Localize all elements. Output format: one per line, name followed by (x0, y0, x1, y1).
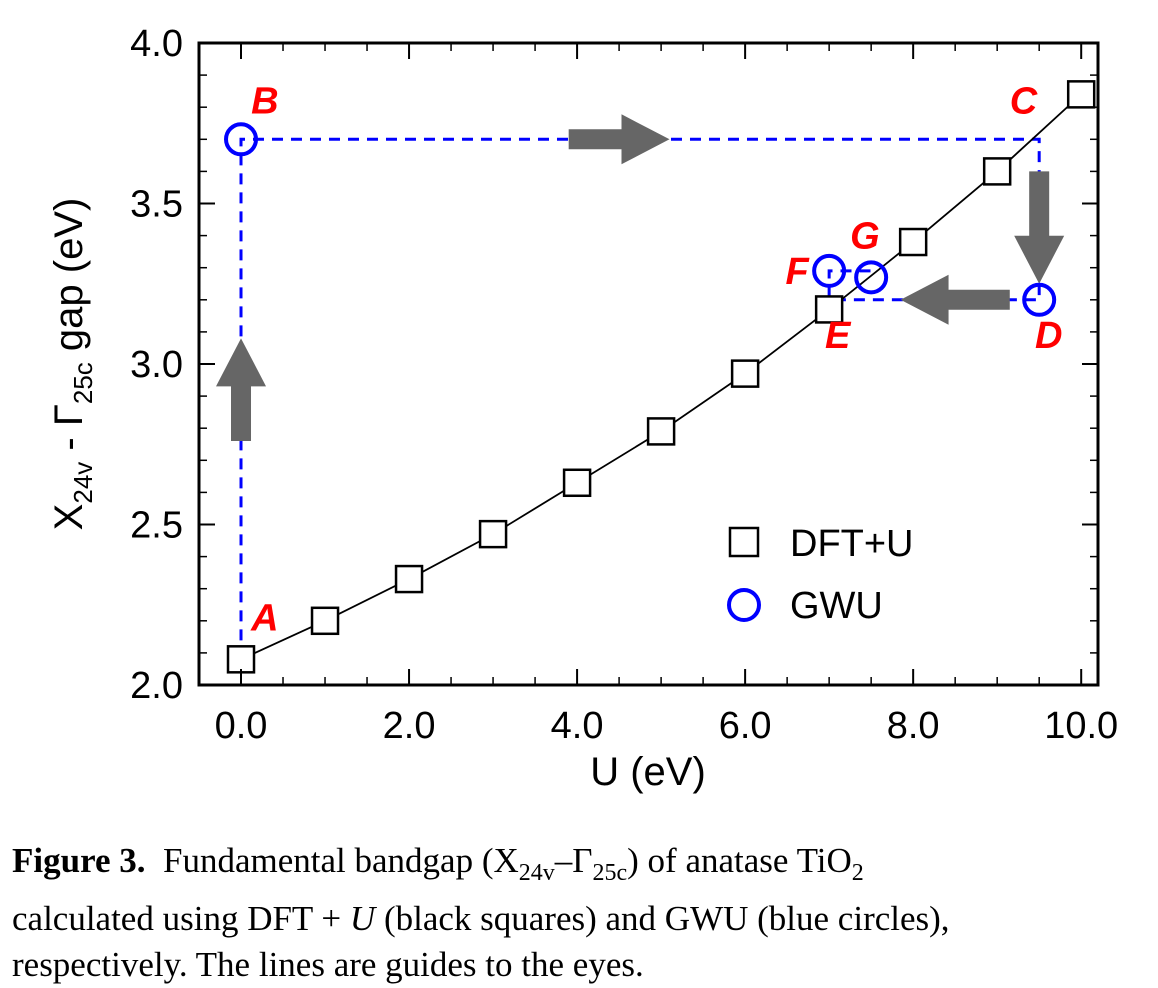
dft-u-point (478, 519, 508, 549)
point-label-c: C (1010, 81, 1038, 123)
dft-u-point (562, 468, 592, 498)
arrow-shape-1 (568, 114, 670, 165)
arrow-shape-0 (216, 338, 267, 442)
x-tick-label: 10.0 (1044, 705, 1118, 747)
arrow-shape-3 (900, 274, 1010, 325)
dft-u-point (394, 564, 424, 594)
y-axis-title: X24v - Γ25c gap (eV) (47, 198, 98, 531)
point-label-g: G (850, 215, 880, 257)
dft-u-line (240, 93, 1082, 661)
point-label-d: D (1035, 315, 1062, 357)
caption-line2-a: calculated using DFT + (12, 899, 350, 938)
dft-u-point (310, 606, 340, 636)
x-axis-title: U (eV) (590, 750, 706, 794)
arrow-shape-2 (1014, 171, 1065, 284)
dft-u-point (226, 645, 256, 674)
dft-u-point (814, 295, 844, 324)
x-tick-label: 2.0 (383, 705, 436, 747)
caption-var-u: U (349, 899, 376, 938)
y-tick-label: 3.5 (130, 184, 183, 226)
gwu-guide-path (239, 137, 1041, 660)
arrow-left (900, 274, 1010, 325)
bandgap-chart: A B C D EFG 0.0 2.0 4.0 6.0 8.0 10.0 2.0 2.5 3.0 3.5 4… (47, 23, 1118, 794)
plot-content: A B C D EFG (216, 80, 1096, 674)
legend: DFT+U GWU (727, 523, 914, 627)
x-tick-label: 6.0 (719, 705, 772, 747)
legend-circle-marker (727, 588, 761, 622)
point-label-f: F (785, 251, 810, 293)
axis-ticks (199, 42, 1098, 686)
x-tick-label: 8.0 (887, 705, 940, 747)
legend-gwu-label: GWU (790, 585, 883, 627)
dft-u-point (646, 417, 676, 446)
axis-tick-labels: 0.0 2.0 4.0 6.0 8.0 10.0 2.0 2.5 3.0 3.5 4.0 (130, 23, 1118, 747)
y-tick-label: 3.0 (130, 344, 183, 386)
caption-dash: –Γ (554, 841, 593, 880)
x-tick-label: 0.0 (215, 705, 268, 747)
arrow-right (568, 114, 670, 165)
y-tick-label: 2.0 (130, 665, 183, 707)
arrow-up (216, 338, 267, 442)
caption-line3: respectively. The lines are guides to th… (12, 945, 644, 984)
gwu-point (812, 253, 847, 288)
caption-text-1: Fundamental bandgap (X (163, 841, 519, 880)
figure-caption: Figure 3. Fundamental bandgap (X24v–Γ25c… (12, 838, 1152, 988)
caption-line2-b: (black squares) and GWU (blue circles), (375, 899, 950, 938)
dft-u-point (1066, 80, 1096, 109)
gwu-point (1022, 282, 1057, 317)
caption-text-2: ) of anatase TiO (627, 841, 852, 880)
caption-sub-1: 24v (518, 860, 555, 886)
caption-label: Figure 3. (12, 841, 146, 880)
legend-square-marker (728, 526, 760, 558)
point-label-e: E (825, 315, 852, 357)
y-tick-label: 4.0 (130, 23, 183, 65)
point-label-b: B (251, 81, 278, 123)
dft-u-point (982, 157, 1012, 186)
arrow-down (1014, 171, 1065, 284)
gwu-point (224, 122, 259, 157)
x-tick-label: 4.0 (551, 705, 604, 747)
gwu-point (854, 260, 889, 295)
y-tick-label: 2.5 (130, 505, 183, 547)
caption-sub-2: 25c (592, 860, 628, 886)
legend-dft-u-label: DFT+U (790, 523, 914, 565)
dft-u-point (730, 359, 760, 388)
point-label-a: A (250, 597, 278, 639)
caption-sub-3: 2 (851, 860, 864, 886)
dft-u-point (898, 227, 928, 257)
